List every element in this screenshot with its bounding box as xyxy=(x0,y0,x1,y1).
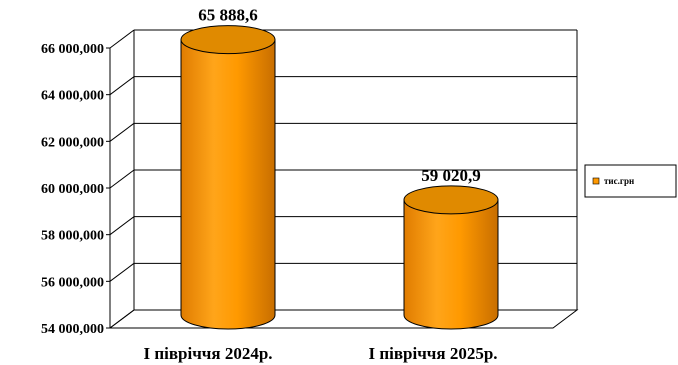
y-tick-label: 60 000,000 xyxy=(41,182,104,197)
legend-swatch xyxy=(592,177,600,185)
y-tick-label: 58 000,000 xyxy=(41,229,104,244)
gridline-side xyxy=(109,122,135,142)
data-label: 59 020,9 xyxy=(421,166,481,185)
y-tick-label: 54 000,000 xyxy=(41,322,104,337)
gridline-side xyxy=(109,29,135,49)
gridlines xyxy=(106,29,577,329)
y-axis-tick-labels: 54 000,000 56 000,000 58 000,000 60 000,000… xyxy=(41,42,104,337)
data-label: 65 888,6 xyxy=(198,6,258,25)
y-tick-label: 66 000,000 xyxy=(41,42,104,57)
bars: 65 888,6 59 020,9 xyxy=(180,6,499,330)
y-tick-label: 62 000,000 xyxy=(41,135,104,150)
bar-cylinder: 59 020,9 xyxy=(403,166,499,330)
chart-frame xyxy=(108,30,579,329)
gridline-side xyxy=(109,216,135,236)
gridline-side xyxy=(109,262,135,282)
y-tick-label: 56 000,000 xyxy=(41,275,104,290)
bar-top xyxy=(180,25,276,55)
legend-box xyxy=(584,164,677,198)
gridline-side xyxy=(109,76,135,96)
bar-body xyxy=(403,199,499,330)
legend: тис.грн xyxy=(584,164,677,198)
y-tick-label: 64 000,000 xyxy=(41,89,104,104)
bar-body xyxy=(180,39,276,330)
floor xyxy=(108,309,579,329)
x-axis-category-labels: І півріччя 2024р. І півріччя 2025р. xyxy=(143,344,497,363)
gridline-side xyxy=(109,169,135,189)
gridline-side xyxy=(109,309,135,329)
bar-top xyxy=(403,185,499,215)
bar-cylinder: 65 888,6 xyxy=(180,6,276,330)
legend-label-tys-hrn: тис.грн xyxy=(604,176,634,186)
category-label: І півріччя 2025р. xyxy=(368,344,497,363)
category-label: І півріччя 2024р. xyxy=(143,344,272,363)
